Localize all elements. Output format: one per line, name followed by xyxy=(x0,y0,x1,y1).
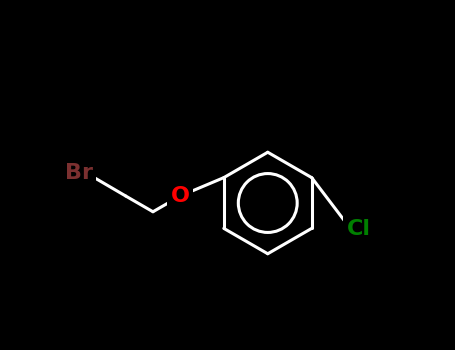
Text: Br: Br xyxy=(65,163,93,183)
Text: Cl: Cl xyxy=(347,219,371,239)
Text: O: O xyxy=(171,186,190,206)
